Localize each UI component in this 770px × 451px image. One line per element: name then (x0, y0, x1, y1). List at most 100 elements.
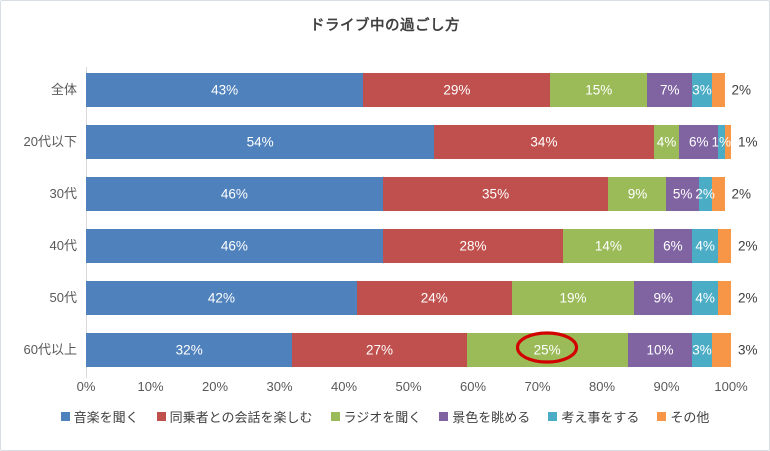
x-axis: 0% 10% 20% 30% 40% 50% 60% 70% 80% 90% 100% (77, 379, 748, 395)
bar-row: 40代 46% 28% 14% 6% 4% 2% (50, 220, 758, 272)
x-tick-label: 90% (653, 379, 680, 394)
segment-value-label: 27% (365, 342, 393, 358)
outside-value-label: 3% (738, 342, 758, 358)
x-tick-label: 50% (395, 379, 422, 394)
segment-value-label: 4% (695, 238, 715, 254)
segment-value-label: 46% (220, 186, 248, 202)
legend-label: ラジオを聞く (343, 410, 422, 425)
bar-segment (711, 333, 731, 367)
bar-segment (718, 281, 731, 315)
segment-value-label: 42% (207, 290, 235, 306)
category-label: 20代以下 (23, 134, 77, 149)
bar-track: 43% 29% 15% 7% 3% 2% (86, 73, 751, 107)
x-tick-label: 10% (137, 379, 164, 394)
legend-item: 同乗者との会話を楽しむ (156, 407, 313, 426)
legend-item: 音楽を聞く (60, 407, 139, 426)
segment-value-label: 14% (594, 238, 622, 254)
segment-value-label: 6% (663, 238, 683, 254)
bar-segment: 43% (86, 73, 364, 107)
outside-value-label: 1% (738, 134, 758, 150)
x-tick-label: 30% (266, 379, 293, 394)
x-tick-label: 0% (76, 379, 96, 394)
bar-segment: 46% (86, 229, 383, 263)
chart-title: ドライブ中の過ごし方 (310, 18, 460, 34)
bar-track: 54% 34% 4% 6% 1% 1% (86, 125, 758, 159)
outside-value-label: 2% (731, 186, 752, 202)
segment-value-label: 35% (482, 186, 510, 202)
legend-marker-icon (657, 412, 667, 421)
segment-value-label: 4% (695, 290, 715, 306)
segment-value-label: 7% (659, 82, 680, 98)
segment-value-label: 1% (711, 134, 732, 150)
legend-marker-icon (439, 412, 449, 421)
category-label: 全体 (50, 82, 77, 97)
segment-value-label: 19% (559, 290, 587, 306)
bar-segment: 9% (634, 281, 693, 315)
segment-value-label: 9% (627, 186, 648, 202)
x-tick-label: 40% (330, 379, 358, 394)
bar-segment: 10% (627, 333, 693, 367)
segment-value-label: 54% (246, 134, 274, 150)
outside-value-label: 2% (731, 82, 752, 98)
segment-value-label: 32% (175, 342, 203, 358)
segment-value-label: 10% (646, 342, 674, 358)
y-axis-line (86, 67, 87, 378)
bar-segment: 29% (363, 73, 551, 107)
bar-segment: 6% (679, 125, 719, 159)
segment-value-label: 25% (533, 342, 561, 358)
bar-segment: 3% (692, 333, 712, 367)
legend-label: その他 (670, 410, 710, 425)
plot-rows: 全体 43% 29% 15% 7% 3% 2% 20代以下 54% 34% 4% 6% 1% 1% 30代 4… (24, 64, 758, 376)
segment-value-label: 15% (585, 82, 613, 98)
bar-segment: 4% (692, 229, 719, 263)
segment-value-label: 34% (530, 134, 558, 150)
legend-item: 考え事をする (548, 407, 639, 426)
segment-value-label: 29% (443, 82, 471, 98)
bar-row: 30代 46% 35% 9% 5% 2% 2% (50, 168, 751, 220)
bar-segment: 4% (692, 281, 719, 315)
bar-segment: 3% (692, 73, 712, 107)
bar-segment: 54% (86, 125, 435, 159)
bar-segment: 42% (86, 281, 357, 315)
legend-item: その他 (657, 407, 709, 426)
legend-marker-icon (156, 412, 166, 421)
x-tick-label: 60% (459, 379, 487, 394)
bar-segment: 32% (86, 333, 293, 367)
bar-segment: 4% (653, 125, 680, 159)
legend-marker-icon (548, 412, 558, 421)
bar-segment: 19% (511, 281, 635, 315)
bar-segment (718, 229, 731, 263)
bar-segment: 28% (382, 229, 564, 263)
bar-segment: 35% (382, 177, 609, 211)
bar-segment: 25% (466, 331, 628, 367)
bar-segment: 24% (356, 281, 512, 315)
segment-value-label: 43% (211, 82, 239, 98)
bar-row: 50代 42% 24% 19% 9% 4% 2% (50, 272, 758, 324)
segment-value-label: 2% (695, 186, 715, 202)
bar-segment: 2% (695, 177, 715, 211)
segment-value-label: 9% (653, 290, 674, 306)
segment-value-label: 6% (688, 134, 709, 150)
legend: 音楽を聞く 同乗者との会話を楽しむ ラジオを聞く 景色を眺める 考え事をする その他 (1, 407, 769, 426)
legend-marker-icon (330, 412, 340, 421)
bar-segment (724, 125, 731, 159)
plot-area: 全体 43% 29% 15% 7% 3% 2% 20代以下 54% 34% 4% 6% 1% 1% 30代 4… (24, 64, 758, 376)
category-label: 30代 (49, 186, 77, 201)
bar-segment: 15% (550, 73, 648, 107)
legend-item: ラジオを聞く (330, 407, 422, 426)
bar-row: 20代以下 54% 34% 4% 6% 1% 1% (24, 116, 758, 168)
segment-value-label: 28% (459, 238, 487, 254)
legend-marker-icon (60, 412, 70, 421)
segment-value-label: 24% (420, 290, 448, 306)
bar-segment: 6% (653, 229, 693, 263)
bar-segment: 9% (608, 177, 667, 211)
bar-track: 46% 28% 14% 6% 4% 2% (86, 229, 758, 263)
bar-segment (711, 73, 725, 107)
legend-item: 景色を眺める (439, 407, 530, 426)
bar-segment: 5% (666, 177, 699, 211)
legend-label: 景色を眺める (452, 410, 531, 425)
bar-track: 46% 35% 9% 5% 2% 2% (86, 177, 751, 211)
bar-row: 全体 43% 29% 15% 7% 3% 2% (51, 64, 751, 116)
bar-segment: 34% (434, 125, 654, 159)
x-tick-label: 70% (524, 379, 551, 394)
